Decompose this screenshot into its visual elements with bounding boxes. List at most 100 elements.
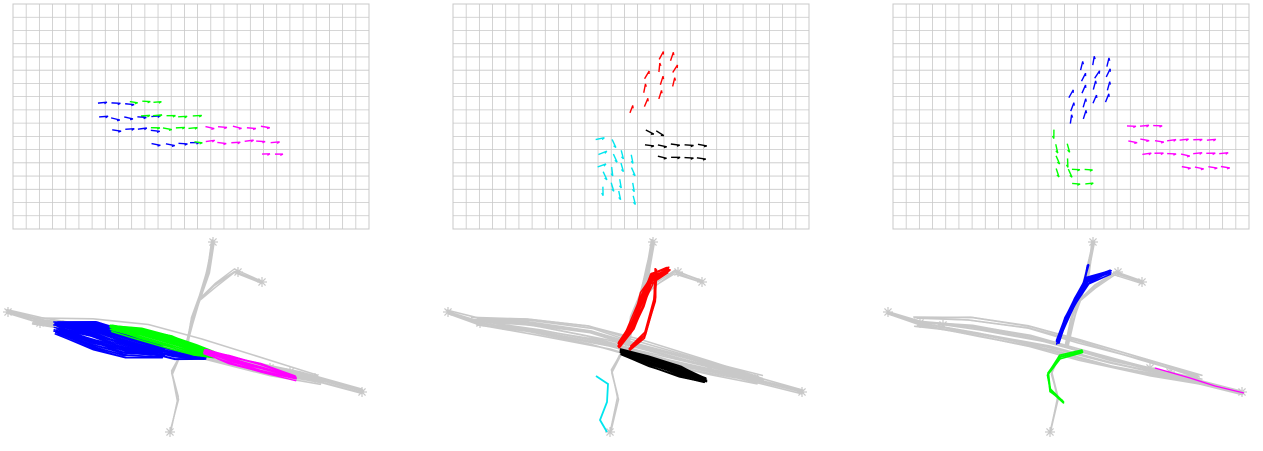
endpoint-stroke: [674, 268, 682, 276]
trajectory-magenta: [204, 349, 295, 378]
vector-arrow-head: [610, 173, 614, 177]
vector-arrow: [137, 127, 147, 130]
endpoint-stroke: [234, 268, 242, 276]
vector-arrow: [153, 114, 163, 117]
vector-arrow: [125, 128, 135, 130]
vector-arrow: [217, 141, 227, 145]
vector-arrow-head: [1225, 152, 1229, 155]
vector-arrow-head: [157, 144, 161, 147]
vector-arrow-head: [650, 145, 655, 148]
vector-arrow: [696, 157, 706, 160]
vector-arrow-head: [266, 127, 271, 130]
vector-arrow: [1193, 151, 1203, 155]
vector-arrow: [611, 139, 617, 148]
vector-arrow-head: [1095, 80, 1097, 84]
vector-arrow-head: [238, 127, 242, 130]
vector-arrow: [1079, 61, 1084, 71]
endpoint-stroke: [358, 388, 366, 396]
asterisk-marker-icon: [233, 267, 243, 277]
background-track: [1079, 272, 1144, 301]
endpoint-stroke: [1146, 364, 1154, 372]
vector-arrow: [1179, 138, 1189, 141]
trajectory-green: [112, 325, 215, 354]
background-track: [472, 319, 763, 380]
vector-arrow: [1154, 140, 1164, 143]
asterisk-marker-icon: [357, 387, 367, 397]
vector-arrow-head: [632, 201, 636, 205]
vector-arrow: [1139, 124, 1150, 127]
vector-arrow-head: [104, 101, 108, 105]
vector-arrow: [629, 105, 634, 114]
background-track: [610, 355, 622, 434]
trajectory-green: [111, 328, 215, 358]
asterisk-marker-icon: [257, 277, 267, 287]
endpoint-stroke: [798, 388, 806, 396]
vector-arrow-head: [1109, 81, 1112, 85]
vector-arrow-head: [1077, 183, 1081, 186]
vector-arrow: [1094, 70, 1101, 79]
vector-arrow-head: [703, 145, 708, 148]
asterisk-marker-icon: [797, 387, 807, 397]
vector-arrow: [1142, 152, 1152, 156]
vector-arrow: [619, 179, 622, 189]
vector-arrow-head: [168, 128, 173, 132]
vector-arrow: [231, 141, 241, 144]
vector-arrow: [1092, 80, 1097, 90]
endpoint-stroke: [166, 428, 174, 436]
asterisk-marker-icon: [475, 318, 485, 328]
vector-arrow-head: [1187, 167, 1191, 170]
grid-panel-3: [892, 3, 1250, 230]
vector-arrow-head: [117, 102, 121, 106]
vector-arrow-head: [690, 144, 694, 148]
vector-arrow-head: [147, 114, 151, 118]
vector-arrow-head: [1160, 141, 1165, 144]
vector-arrow: [655, 130, 665, 137]
vector-arrow-head: [131, 128, 135, 131]
vector-arrow: [1066, 143, 1071, 153]
vector-arrow-head: [1085, 110, 1088, 114]
grid-panel-1: [12, 3, 370, 230]
trajectory-magenta: [205, 353, 297, 380]
endpoint-stroke: [4, 308, 12, 316]
vector-arrow-head: [1160, 152, 1164, 156]
vector-arrow-head: [252, 127, 257, 131]
vector-arrow: [658, 51, 665, 60]
vector-arrow: [194, 141, 203, 144]
asterisk-marker-icon: [705, 363, 715, 373]
vector-arrow: [192, 114, 202, 117]
vector-arrow-head: [1065, 164, 1069, 168]
endpoint-stroke: [311, 374, 319, 382]
trajectory-green: [111, 327, 214, 356]
vector-arrow-head: [1071, 114, 1074, 118]
endpoint-stroke: [706, 364, 714, 372]
trajectory-blue: [54, 323, 166, 350]
vector-arrow: [129, 100, 138, 104]
background-track: [473, 318, 759, 378]
vector-arrow: [632, 195, 637, 205]
background-track: [476, 324, 758, 385]
vector-arrow-head: [676, 144, 680, 147]
vector-arrow: [151, 115, 161, 118]
trajectory-panel-1: [3, 237, 367, 437]
vector-arrow-head: [250, 139, 254, 143]
vector-arrow-head: [1212, 152, 1216, 156]
asterisk-marker-icon: [750, 373, 760, 383]
vector-arrow-head: [620, 169, 624, 173]
vector-arrow: [684, 144, 694, 147]
asterisk-marker-icon: [883, 307, 893, 317]
background-track: [914, 320, 1203, 382]
vector-arrow-head: [1213, 138, 1217, 142]
vector-arrow-head: [1199, 152, 1203, 155]
vector-arrow: [140, 114, 150, 117]
vector-arrow: [671, 77, 676, 87]
vector-arrow: [1208, 166, 1218, 169]
trajectory-blue: [54, 333, 158, 359]
vector-arrow-head: [674, 77, 677, 81]
vector-arrow: [1080, 72, 1087, 82]
vector-field-panel-2: [595, 51, 708, 205]
vector-arrow: [620, 150, 625, 160]
vector-arrow-head: [604, 177, 608, 181]
vector-arrow-head: [1108, 57, 1111, 61]
vector-arrow: [657, 144, 667, 148]
vector-arrow: [153, 100, 162, 104]
